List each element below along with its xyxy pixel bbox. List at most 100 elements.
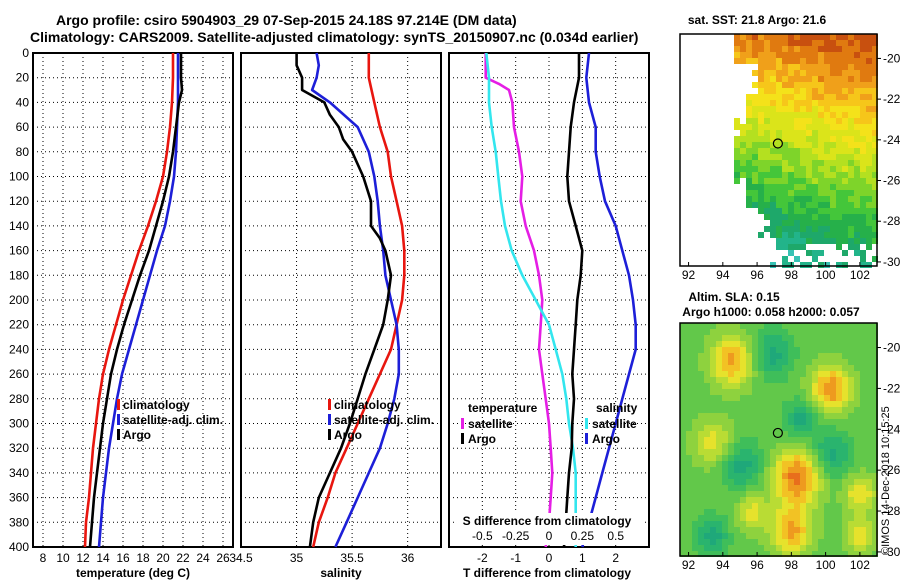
sst-map-pixel — [818, 136, 824, 142]
sla-map-pixel — [848, 533, 854, 539]
sla-map-pixel — [680, 329, 686, 335]
sst-map-pixel — [836, 70, 842, 76]
sla-map-pixel — [800, 389, 806, 395]
sla-map-pixel — [770, 371, 776, 377]
sst-map-pixel — [842, 166, 848, 172]
sla-map-pixel — [740, 347, 746, 353]
sst-map-pixel — [854, 64, 860, 70]
sst-map-pixel — [758, 58, 764, 64]
sst-map-pixel — [776, 154, 782, 160]
sst-map-pixel — [854, 40, 860, 46]
sst-map-pixel — [848, 184, 854, 190]
sla-map-pixel — [722, 521, 728, 527]
sla-map-pixel — [746, 341, 752, 347]
sla-map-pixel — [818, 341, 824, 347]
sst-map-pixel — [836, 184, 842, 190]
sdiff-tick-label: -0.5 — [472, 529, 493, 543]
sst-map-pixel — [764, 34, 770, 40]
sst-map-pixel — [830, 58, 836, 64]
sla-map-pixel — [830, 419, 836, 425]
sst-map-pixel — [836, 52, 842, 58]
sst-map-pixel — [758, 160, 764, 166]
depth-tick-label: 200 — [9, 293, 29, 307]
sst-map-pixel — [794, 244, 800, 250]
sst-map-pixel — [770, 202, 776, 208]
sst-map-pixel — [860, 70, 866, 76]
sst-map-pixel — [794, 232, 800, 238]
sst-map-pixel — [758, 196, 764, 202]
sst-map-pixel — [806, 64, 812, 70]
sla-map-pixel — [680, 479, 686, 485]
sla-map-pixel — [854, 389, 860, 395]
sla-map-pixel — [872, 521, 878, 527]
sst-map-pixel — [788, 244, 794, 250]
sla-map-pixel — [704, 503, 710, 509]
sst-map-pixel — [842, 58, 848, 64]
sla-map-pixel — [776, 437, 782, 443]
sla-map-pixel — [698, 443, 704, 449]
sst-map-pixel — [860, 238, 866, 244]
sst-map-pixel — [836, 136, 842, 142]
sst-map-pixel — [770, 214, 776, 220]
sla-map-pixel — [692, 371, 698, 377]
sla-map-pixel — [776, 407, 782, 413]
difference-series-temperature-argo — [562, 53, 584, 548]
sla-map-pixel — [824, 407, 830, 413]
sst-map-pixel — [746, 148, 752, 154]
sla-map-pixel — [692, 419, 698, 425]
sla-map-pixel — [842, 473, 848, 479]
sla-map-pixel — [812, 545, 818, 551]
sst-map-pixel — [806, 148, 812, 154]
sla-map-pixel — [794, 479, 800, 485]
sla-map-pixel — [842, 461, 848, 467]
sst-map-pixel — [800, 208, 806, 214]
sst-map-pixel — [848, 154, 854, 160]
sst-map-pixel — [866, 124, 872, 130]
sla-map-pixel — [824, 497, 830, 503]
sla-map-pixel — [716, 503, 722, 509]
sla-map-pixel — [842, 503, 848, 509]
sla-map-pixel — [746, 401, 752, 407]
sst-map-pixel — [842, 136, 848, 142]
sst-map-pixel — [848, 64, 854, 70]
sla-map-pixel — [830, 473, 836, 479]
sla-map-pixel — [860, 377, 866, 383]
sla-map-pixel — [716, 347, 722, 353]
sst-map-pixel — [776, 106, 782, 112]
sst-map-pixel — [794, 118, 800, 124]
sla-map-pixel — [704, 431, 710, 437]
sst-map-pixel — [776, 52, 782, 58]
sla-map-pixel — [758, 497, 764, 503]
sla-map-pixel — [686, 413, 692, 419]
sst-map-pixel — [812, 100, 818, 106]
sst-map-pixel — [812, 118, 818, 124]
sla-map-pixel — [824, 449, 830, 455]
sst-map-pixel — [866, 226, 872, 232]
sla-map-pixel — [704, 341, 710, 347]
sla-map-pixel — [806, 323, 812, 329]
sla-map-pixel — [860, 467, 866, 473]
sla-map-pixel — [830, 521, 836, 527]
sla-map-pixel — [806, 437, 812, 443]
sla-map-pixel — [818, 329, 824, 335]
sst-map-pixel — [752, 142, 758, 148]
sla-map-pixel — [836, 533, 842, 539]
sst-map-pixel — [764, 202, 770, 208]
sst-map-pixel — [764, 130, 770, 136]
sla-map-pixel — [716, 383, 722, 389]
sla-map-pixel — [710, 527, 716, 533]
sla-map-pixel — [860, 503, 866, 509]
sla-map-pixel — [788, 383, 794, 389]
sst-map-pixel — [824, 64, 830, 70]
sst-map-pixel — [860, 190, 866, 196]
sla-map-pixel — [680, 473, 686, 479]
sla-map-pixel — [800, 347, 806, 353]
sla-map-pixel — [752, 359, 758, 365]
sst-map-pixel — [830, 166, 836, 172]
sla-map-pixel — [836, 485, 842, 491]
sla-map-pixel — [680, 425, 686, 431]
sla-map-pixel — [812, 503, 818, 509]
sla-map-pixel — [860, 323, 866, 329]
sla-map-pixel — [872, 407, 878, 413]
sla-map-pixel — [758, 431, 764, 437]
